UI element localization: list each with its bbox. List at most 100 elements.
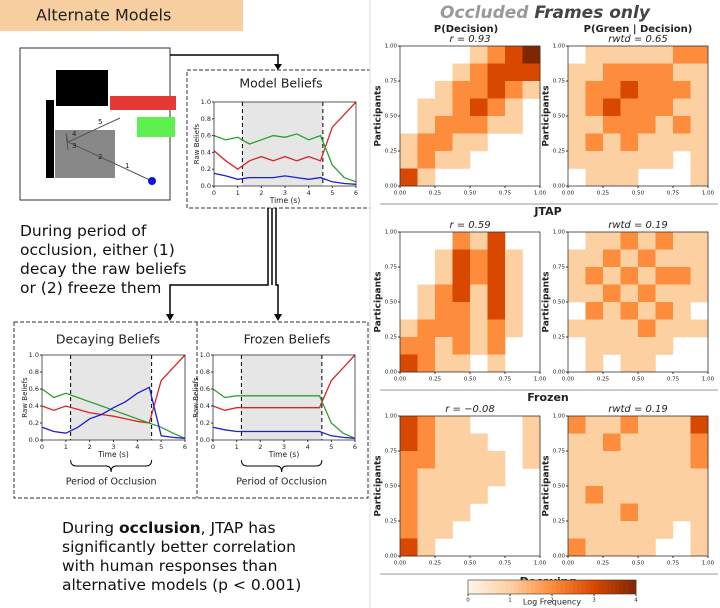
- stat-label: rwtd = 0.19: [608, 220, 668, 231]
- heat-cell: [585, 468, 604, 487]
- y-tick-label: 0.50: [553, 114, 566, 120]
- heat-cell: [655, 433, 674, 452]
- heat-cell: [620, 337, 639, 355]
- heat-cell: [585, 249, 604, 268]
- heat-cell: [417, 538, 436, 557]
- heat-cell: [603, 538, 621, 557]
- x-tick-label: 0.50: [464, 191, 477, 197]
- colorbar-step: [610, 580, 616, 594]
- heat-cell: [505, 284, 523, 303]
- x-tick-label: 3: [283, 189, 287, 197]
- heat-cell: [505, 116, 523, 134]
- colorbar-tick-label: 3: [592, 598, 596, 604]
- belief-line: [212, 388, 356, 439]
- arrowhead: [274, 64, 282, 70]
- heat-cell: [638, 63, 656, 82]
- heat-cell: [603, 486, 621, 504]
- heat-cell: [505, 63, 523, 82]
- colorbar-step: [627, 580, 633, 594]
- heat-cell: [400, 433, 418, 452]
- heat-cell: [690, 468, 709, 487]
- heat-cell: [620, 503, 639, 522]
- heat-cell: [690, 63, 709, 82]
- heat-cell: [470, 81, 488, 99]
- heat-cell: [470, 302, 488, 320]
- y-tick-label: 0.0: [201, 182, 211, 190]
- heat-cell: [452, 116, 471, 134]
- x-tick-label: 0.25: [429, 561, 442, 567]
- colorbar-step: [489, 580, 494, 594]
- heat-cell: [655, 116, 674, 134]
- heat-cell: [690, 116, 709, 134]
- heat-cell: [568, 416, 586, 434]
- y-tick-label: 1.0: [200, 351, 210, 359]
- belief-line: [213, 133, 357, 183]
- colorbar-tick-label: 1: [508, 598, 512, 604]
- heat-cell: [603, 284, 621, 303]
- y-tick-label: 0.00: [385, 184, 398, 190]
- heat-cell: [522, 63, 541, 82]
- y-axis-label: Raw Beliefs: [193, 123, 201, 164]
- heat-cell: [638, 337, 656, 355]
- heat-cell: [452, 451, 471, 469]
- heat-cell: [603, 521, 621, 539]
- heat-cell: [620, 284, 639, 303]
- belief-line: [41, 354, 186, 424]
- plot-title: Decaying Beliefs: [56, 332, 160, 347]
- heat-cell: [417, 133, 436, 152]
- heat-cell: [470, 267, 488, 285]
- heat-cell: [603, 337, 621, 355]
- heat-cell: [435, 416, 453, 434]
- x-tick-label: 4: [307, 189, 311, 197]
- heat-cell: [487, 81, 506, 99]
- x-tick-label: 0.75: [499, 377, 512, 383]
- x-tick-label: 1.00: [534, 377, 547, 383]
- heat-cell: [417, 503, 436, 522]
- heat-cell: [585, 416, 604, 434]
- heat-cell: [400, 468, 418, 487]
- heat-cell: [435, 433, 453, 452]
- x-tick-label: 0.75: [667, 561, 680, 567]
- heat-cell: [568, 133, 586, 152]
- heat-cell: [487, 98, 506, 117]
- heat-cell: [620, 451, 639, 469]
- plot-title: Frozen Beliefs: [244, 332, 331, 347]
- heat-cell: [400, 337, 418, 355]
- heat-cell: [435, 521, 453, 539]
- heat-cell: [603, 116, 621, 134]
- y-tick-label: 0.75: [553, 265, 566, 271]
- heat-cell: [470, 486, 488, 504]
- heat-cell: [435, 133, 453, 152]
- heat-cell: [435, 319, 453, 338]
- colorbar-step: [539, 580, 544, 594]
- y-tick-label: 0.0: [200, 436, 210, 444]
- occlusion-span: [70, 355, 152, 440]
- heat-cell: [655, 133, 674, 152]
- heat-cell: [568, 284, 586, 303]
- heat-cell: [638, 267, 656, 285]
- y-tick-label: 0.75: [553, 449, 566, 455]
- colorbar-step: [476, 580, 481, 594]
- y-tick-label: 0.6: [201, 132, 211, 140]
- heat-cell: [487, 249, 506, 268]
- heat-cell: [585, 232, 604, 250]
- heat-cell: [655, 267, 674, 285]
- belief-line: [213, 172, 357, 185]
- heat-cell: [470, 249, 488, 268]
- y-tick-label: 0.50: [385, 300, 398, 306]
- occluder: [55, 130, 115, 178]
- stat-label: rwtd = 0.65: [608, 34, 668, 45]
- y-tick-label: 0.25: [553, 149, 566, 155]
- x-axis-label: Time (s): [268, 450, 300, 459]
- arrow: [170, 54, 279, 68]
- y-axis-label: Raw Beliefs: [192, 377, 200, 418]
- x-axis-label: Time (s): [269, 196, 301, 205]
- colorbar-tick-label: 2: [550, 598, 554, 604]
- heat-cell: [417, 151, 436, 169]
- heat-cell: [655, 302, 674, 320]
- x-tick-label: 0.75: [667, 191, 680, 197]
- heat-cell: [620, 354, 639, 373]
- heat-cell: [585, 337, 604, 355]
- heat-cell: [470, 337, 488, 355]
- y-tick-label: 0.25: [553, 519, 566, 525]
